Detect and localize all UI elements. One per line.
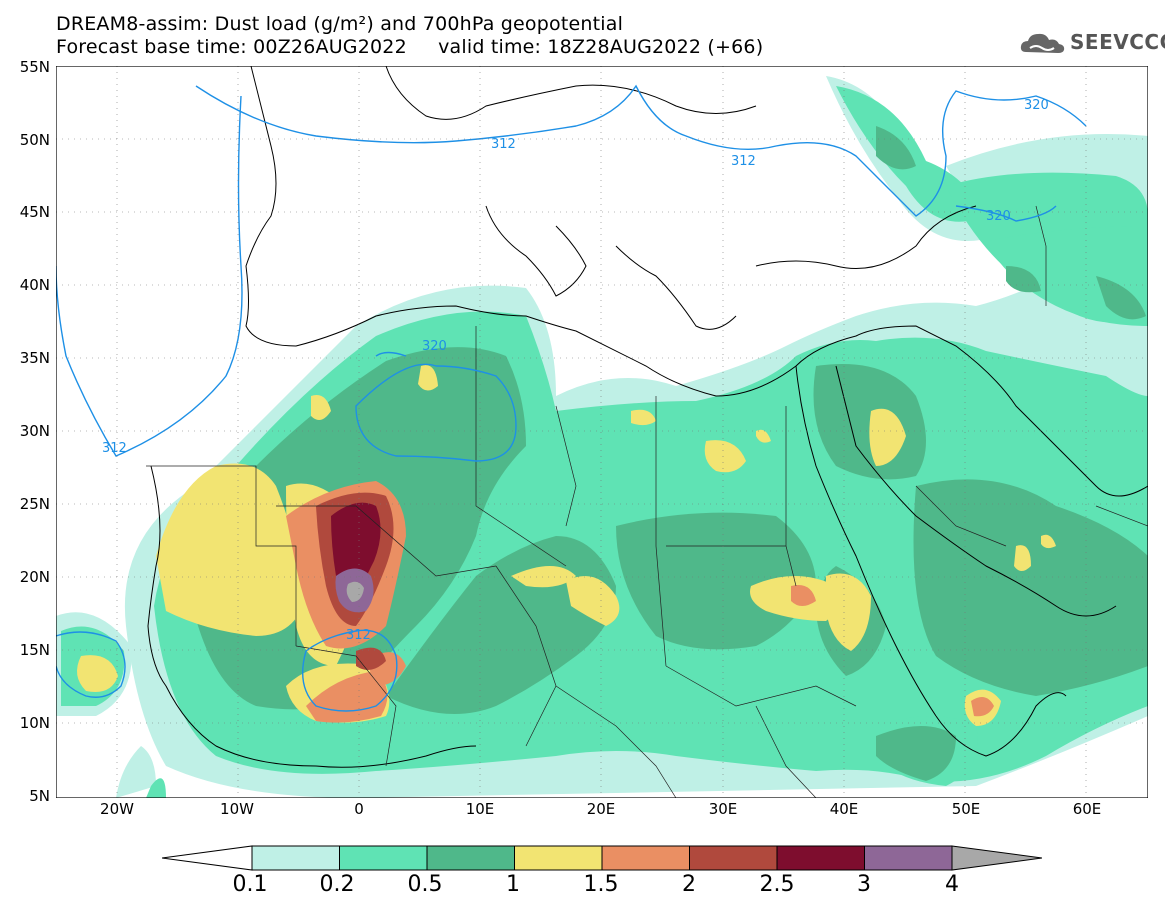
colorbar: [162, 845, 1042, 871]
cloud-icon: [1020, 33, 1065, 53]
colorbar-label-2: 2: [682, 872, 696, 897]
colorbar-label-0.1: 0.1: [232, 872, 268, 897]
contour-label-312-north: 312: [491, 137, 516, 152]
colorbar-cell-7: [864, 845, 953, 871]
lat-label-45n: 45N: [19, 203, 50, 221]
contour-label-320-sahara: 320: [422, 339, 447, 354]
colorbar-left-arrow: [162, 845, 253, 871]
lat-label-15n: 15N: [19, 641, 50, 659]
lon-label-20e: 20E: [586, 800, 616, 818]
colorbar-cell-6: [776, 845, 865, 871]
lat-label-25n: 25N: [19, 495, 50, 513]
colorbar-cell-3: [514, 845, 603, 871]
lon-label-10e: 10E: [465, 800, 495, 818]
colorbar-label-3: 3: [857, 872, 871, 897]
coastlines: [147, 66, 1148, 768]
colorbar-cell-2: [426, 845, 515, 871]
colorbar-cell-4: [601, 845, 690, 871]
contour-label-320-black-sea: 320: [986, 209, 1011, 224]
colorbar-label-1: 1: [506, 872, 520, 897]
country-borders: [146, 205, 1148, 798]
lat-label-5n: 5N: [29, 787, 50, 805]
lon-label-0: 0: [354, 800, 364, 818]
colorbar-cell-1: [339, 845, 428, 871]
lat-lon-grid: [56, 66, 1148, 798]
map-title: DREAM8-assim: Dust load (g/m²) and 700hP…: [56, 13, 624, 35]
lon-label-60e: 60E: [1072, 800, 1102, 818]
lat-label-30n: 30N: [19, 422, 50, 440]
colorbar-label-1.5: 1.5: [583, 872, 619, 897]
lat-label-55n: 55N: [19, 58, 50, 76]
lon-label-40e: 40E: [829, 800, 859, 818]
contour-label-312-atlantic: 312: [102, 441, 127, 456]
lon-label-20w: 20W: [100, 800, 134, 818]
lon-label-50e: 50E: [951, 800, 981, 818]
seevccc-logo: SEEVCCC: [1018, 28, 1165, 58]
colorbar-label-2.5: 2.5: [759, 872, 795, 897]
lat-label-20n: 20N: [19, 568, 50, 586]
geopotential-contours: [56, 84, 1087, 712]
colorbar-right-arrow: [951, 845, 1042, 871]
lat-label-40n: 40N: [19, 276, 50, 294]
dust-level-4: [346, 581, 364, 602]
colorbar-label-0.2: 0.2: [319, 872, 355, 897]
lat-label-50n: 50N: [19, 131, 50, 149]
colorbar-label-4: 4: [945, 872, 959, 897]
lon-label-30e: 30E: [708, 800, 738, 818]
lat-label-35n: 35N: [19, 349, 50, 367]
colorbar-label-0.5: 0.5: [407, 872, 443, 897]
contour-label-312-east: 312: [731, 154, 756, 169]
lat-label-10n: 10N: [19, 714, 50, 732]
lon-label-10w: 10W: [220, 800, 254, 818]
colorbar-cell-0: [251, 845, 340, 871]
logo-text: SEEVCCC: [1070, 30, 1165, 54]
dust-load-map: 312 312 320 320 320 312 312: [56, 66, 1148, 798]
colorbar-cell-5: [689, 845, 778, 871]
contour-label-320-caspian: 320: [1024, 98, 1049, 113]
contour-label-312-sahel: 312: [346, 628, 371, 643]
map-subtitle: Forecast base time: 00Z26AUG2022 valid t…: [56, 36, 764, 58]
